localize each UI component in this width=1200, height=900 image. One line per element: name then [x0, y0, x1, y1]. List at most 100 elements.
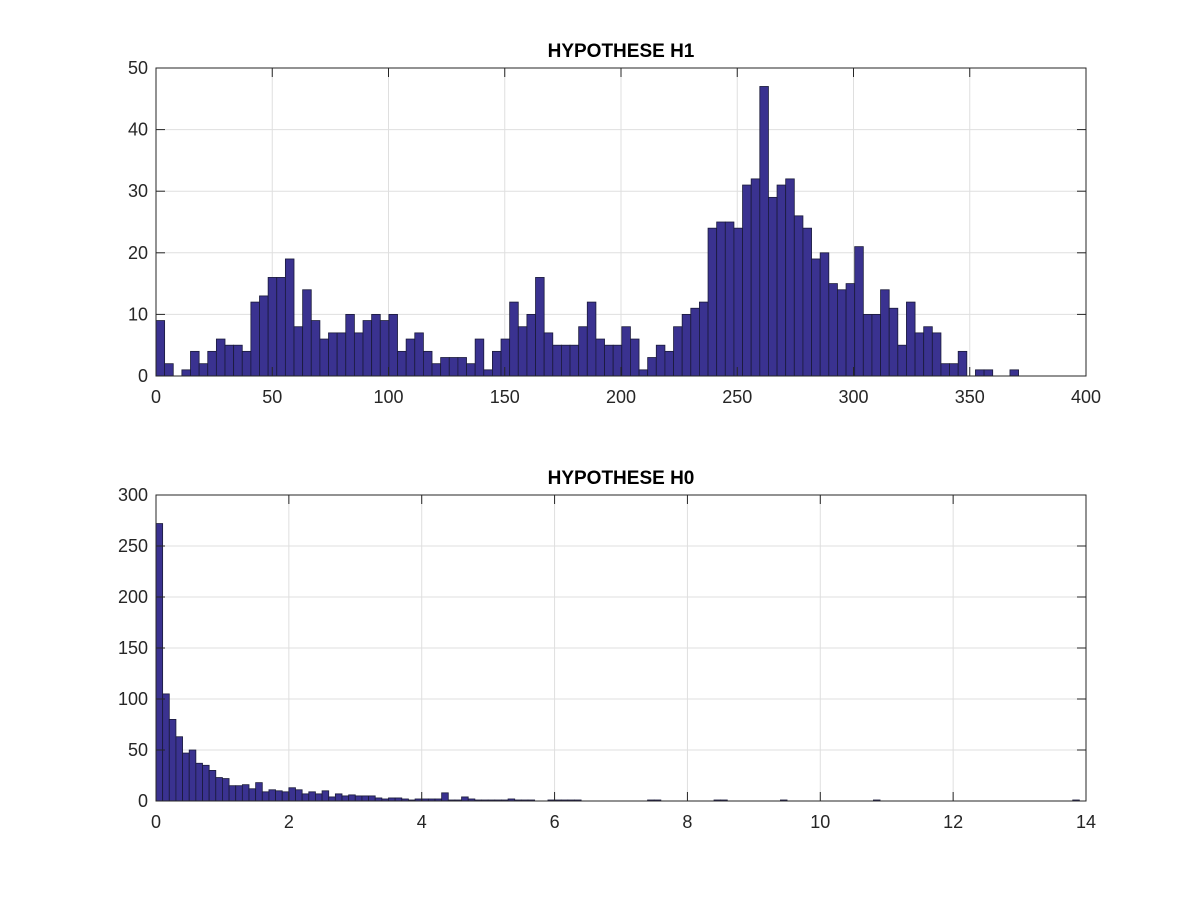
h0-histogram-bar: [188, 749, 197, 802]
h1-histogram-bar: [474, 338, 485, 377]
h0-histogram-bar: [288, 787, 296, 802]
h0-histogram-bar: [255, 782, 263, 802]
h1-x-tick-label: 300: [838, 387, 868, 407]
h1-histogram-bar: [535, 277, 545, 377]
h1-y-tick-label: 10: [128, 304, 148, 324]
h0-x-tick-label: 14: [1076, 812, 1096, 832]
h1-histogram-bar: [681, 313, 692, 377]
h1-histogram-bar: [837, 289, 847, 377]
h0-ticks: 0 2 4 6 8 10 12 14 0 50 100 150 200 250 300: [118, 485, 1096, 832]
h1-histogram-bar: [509, 301, 519, 377]
h1-histogram-bar: [241, 350, 252, 377]
h1-y-tick-label: 40: [128, 120, 148, 140]
h0-x-tick-label: 2: [284, 812, 294, 832]
h1-x-tick-label: 50: [262, 387, 282, 407]
h0-y-tick-label: 100: [118, 689, 148, 709]
h1-histogram-bar: [448, 357, 459, 377]
h0-x-tick-label: 10: [810, 812, 830, 832]
h1-histogram-bar: [888, 307, 899, 377]
h1-histogram-bar: [457, 357, 467, 377]
h1-histogram-bar: [276, 277, 286, 377]
h1-histogram-bar: [914, 332, 925, 377]
h0-histogram-bar: [308, 791, 316, 802]
h0-x-tick-label: 4: [417, 812, 427, 832]
h1-histogram-bar: [595, 338, 605, 377]
h0-histogram-bar: [321, 790, 330, 802]
h0-histogram-bar: [162, 693, 170, 802]
h1-histogram-bar: [586, 301, 597, 377]
h0-histogram-bar: [241, 784, 250, 802]
h1-histogram-bar: [940, 363, 950, 377]
h1-histogram-bar: [259, 295, 269, 377]
h0-histogram-bar: [235, 785, 243, 802]
histogram-h1: 0 50 100 150 200 250 300 350 400 0 10 20 30 40 50 HYPO…: [128, 41, 1101, 407]
h1-histogram-bar: [1009, 369, 1019, 377]
h1-histogram-bar: [371, 313, 381, 377]
h1-histogram-bar: [604, 344, 614, 377]
h0-histogram-bar: [222, 778, 230, 802]
h1-y-tick-label: 20: [128, 243, 148, 263]
h1-histogram-bar: [742, 184, 752, 377]
h1-x-tick-label: 200: [606, 387, 636, 407]
h1-histogram-bar: [759, 86, 769, 377]
h1-histogram-bar: [578, 326, 588, 377]
h1-histogram-bar: [284, 258, 295, 377]
h0-histogram-bar: [228, 785, 237, 802]
h1-histogram-bar: [526, 313, 536, 377]
h1-histogram-bar: [793, 215, 804, 377]
h1-histogram-bar: [802, 227, 812, 377]
h1-histogram-bar: [483, 369, 493, 377]
h1-histogram-bar: [854, 246, 864, 377]
h1-histogram-bar: [569, 344, 580, 377]
h1-histogram-bar: [733, 227, 743, 377]
h1-histogram-bar: [906, 301, 916, 377]
h1-histogram-bar: [492, 350, 502, 377]
h0-histogram-bar: [168, 719, 177, 802]
h1-histogram-bar: [466, 363, 476, 377]
h0-y-tick-label: 250: [118, 536, 148, 556]
h1-x-tick-label: 150: [490, 387, 520, 407]
h1-histogram-bar: [405, 338, 416, 377]
h1-histogram-bar: [931, 332, 942, 377]
h0-histogram-bar: [281, 791, 290, 802]
h1-histogram-bar: [293, 326, 304, 377]
h1-histogram-bar: [819, 252, 830, 377]
h0-histogram-bar: [354, 795, 363, 802]
h1-x-tick-label: 250: [722, 387, 752, 407]
h0-histogram-bar: [295, 789, 303, 802]
h1-histogram-bar: [207, 350, 217, 377]
h1-histogram-bar: [328, 332, 338, 377]
h1-histogram-bar: [768, 196, 778, 377]
h1-histogram-bar: [198, 363, 209, 377]
h1-histogram-bar: [716, 221, 726, 377]
h0-y-tick-label: 200: [118, 587, 148, 607]
h1-histogram-bar: [923, 326, 933, 377]
h1-histogram-bar: [750, 178, 761, 377]
h0-y-tick-label: 0: [138, 791, 148, 811]
h1-histogram-bar: [664, 350, 674, 377]
h1-y-tick-label: 50: [128, 58, 148, 78]
h1-histogram-bar: [862, 313, 873, 377]
h1-histogram-bar: [250, 301, 260, 377]
h1-histogram-bar: [517, 326, 528, 377]
h1-histogram-bar: [707, 227, 718, 377]
h0-histogram-bar: [341, 795, 350, 802]
h1-histogram-bar: [552, 344, 562, 377]
h1-histogram-bar: [397, 350, 407, 377]
h1-histogram-bar: [215, 338, 226, 377]
h1-y-tick-label: 30: [128, 181, 148, 201]
h1-histogram-bar: [500, 338, 511, 377]
h1-histogram-bar: [164, 363, 174, 377]
h0-y-tick-label: 300: [118, 485, 148, 505]
h0-x-tick-label: 6: [550, 812, 560, 832]
h1-histogram-bar: [811, 258, 821, 377]
h0-histogram-bar: [328, 796, 336, 802]
h0-histogram-bar: [248, 788, 257, 802]
h1-histogram-bar: [957, 350, 968, 377]
h1-histogram-bar: [871, 313, 881, 377]
h0-histogram-bar: [175, 736, 183, 802]
h1-histogram-bar: [561, 344, 571, 377]
h1-histogram-bar: [647, 357, 657, 377]
h0-x-tick-label: 8: [682, 812, 692, 832]
